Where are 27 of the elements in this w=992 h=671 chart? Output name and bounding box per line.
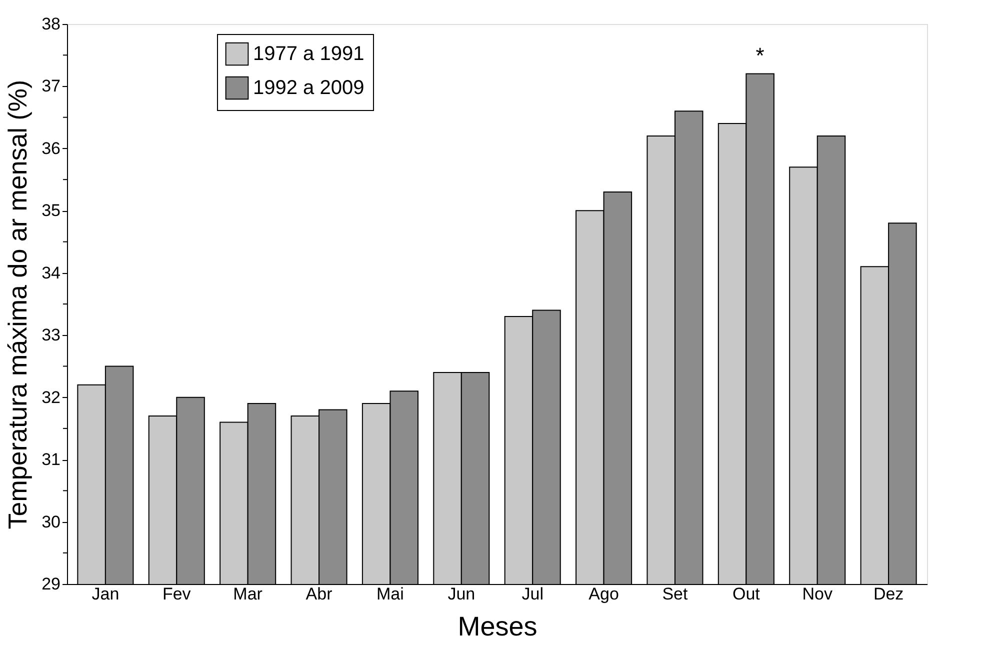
x-tick-label: Dez: [873, 584, 904, 604]
y-tick-label: 32: [42, 388, 60, 407]
y-tick-label: 34: [42, 263, 60, 282]
y-tick-label: 35: [42, 201, 60, 220]
x-tick-label: Ago: [588, 584, 619, 604]
y-tick-label: 30: [42, 512, 60, 532]
y-tick-label: 29: [42, 574, 60, 594]
x-tick-label: Jan: [92, 584, 120, 604]
x-tick-label: Mai: [376, 584, 404, 604]
x-tick-label: Nov: [802, 584, 833, 604]
annotation: *: [756, 42, 765, 68]
x-tick-label: Jul: [522, 584, 544, 604]
x-tick-label: Mar: [233, 584, 263, 604]
x-axis-title: Meses: [458, 612, 538, 642]
x-tick-label: Fev: [162, 584, 192, 604]
y-tick-label: 36: [42, 138, 60, 158]
y-tick-label: 37: [42, 76, 60, 96]
x-tick-label: Out: [732, 584, 760, 604]
y-tick-label: 33: [42, 326, 60, 345]
x-tick-label: Abr: [306, 584, 333, 604]
y-tick-label: 38: [42, 14, 60, 34]
y-axis-title: Temperatura máxima do ar mensal (%): [2, 80, 33, 530]
y-tick-label: 31: [42, 450, 60, 470]
legend-label: 1977 a 1991: [253, 43, 364, 65]
x-tick-label: Jun: [448, 584, 476, 604]
x-tick-label: Set: [662, 584, 688, 604]
legend-label: 1992 a 2009: [253, 77, 364, 99]
